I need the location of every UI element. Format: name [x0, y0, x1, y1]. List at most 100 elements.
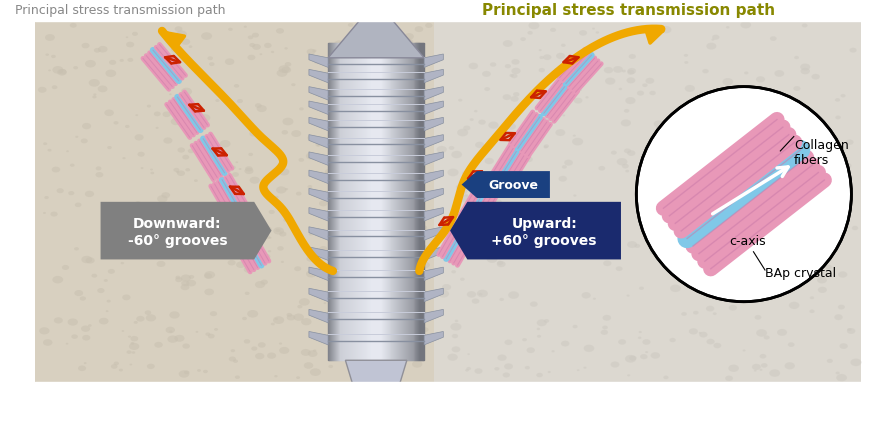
Ellipse shape [346, 146, 355, 152]
Ellipse shape [387, 241, 389, 243]
Ellipse shape [281, 68, 291, 74]
Ellipse shape [316, 272, 323, 277]
Ellipse shape [166, 236, 173, 241]
Ellipse shape [351, 60, 357, 64]
Ellipse shape [189, 275, 195, 279]
Ellipse shape [835, 99, 840, 102]
Ellipse shape [466, 369, 469, 372]
Ellipse shape [296, 192, 302, 196]
Polygon shape [450, 203, 621, 260]
Polygon shape [424, 289, 443, 302]
Ellipse shape [107, 147, 112, 150]
Ellipse shape [472, 299, 480, 304]
Ellipse shape [135, 202, 141, 205]
Ellipse shape [317, 122, 325, 127]
Ellipse shape [817, 277, 827, 284]
Ellipse shape [107, 300, 111, 303]
Ellipse shape [819, 158, 827, 164]
Ellipse shape [497, 355, 507, 361]
Ellipse shape [328, 339, 339, 347]
Ellipse shape [754, 97, 763, 103]
Ellipse shape [494, 200, 502, 206]
Ellipse shape [412, 361, 422, 368]
Ellipse shape [93, 94, 96, 96]
Ellipse shape [154, 342, 163, 348]
Ellipse shape [128, 336, 131, 338]
Ellipse shape [310, 369, 321, 376]
Ellipse shape [573, 98, 582, 104]
Ellipse shape [628, 55, 636, 60]
Ellipse shape [684, 62, 689, 65]
Ellipse shape [397, 180, 405, 185]
Ellipse shape [424, 316, 430, 320]
Ellipse shape [708, 189, 713, 193]
Ellipse shape [181, 285, 189, 291]
Polygon shape [309, 289, 328, 302]
Ellipse shape [329, 157, 338, 163]
Ellipse shape [579, 90, 582, 92]
Ellipse shape [770, 37, 777, 42]
Ellipse shape [650, 203, 658, 209]
Ellipse shape [122, 158, 126, 160]
Ellipse shape [338, 341, 342, 343]
Ellipse shape [643, 339, 650, 345]
Ellipse shape [271, 323, 275, 326]
Ellipse shape [835, 181, 846, 189]
Polygon shape [424, 135, 443, 149]
Text: -60° grooves: -60° grooves [127, 233, 227, 248]
Ellipse shape [531, 184, 542, 192]
Ellipse shape [118, 246, 125, 251]
Ellipse shape [299, 298, 310, 306]
Ellipse shape [194, 180, 198, 183]
Ellipse shape [479, 293, 482, 296]
Ellipse shape [754, 370, 757, 372]
Ellipse shape [387, 374, 390, 376]
Polygon shape [309, 189, 328, 203]
Ellipse shape [542, 117, 553, 124]
Ellipse shape [163, 112, 171, 118]
Ellipse shape [135, 218, 138, 221]
Ellipse shape [369, 266, 373, 269]
Ellipse shape [81, 139, 88, 144]
Ellipse shape [818, 287, 827, 293]
Ellipse shape [381, 100, 389, 106]
Ellipse shape [477, 290, 488, 298]
Ellipse shape [695, 128, 698, 130]
Text: Principal stress transmission path: Principal stress transmission path [482, 3, 775, 18]
Ellipse shape [588, 236, 596, 242]
Ellipse shape [504, 340, 512, 345]
Ellipse shape [467, 353, 470, 355]
Ellipse shape [181, 40, 190, 46]
Ellipse shape [494, 188, 498, 191]
Ellipse shape [711, 179, 720, 185]
Ellipse shape [177, 171, 185, 177]
Ellipse shape [708, 157, 713, 161]
Ellipse shape [45, 35, 55, 42]
Ellipse shape [184, 371, 189, 374]
Ellipse shape [57, 189, 64, 194]
Ellipse shape [248, 55, 256, 61]
Ellipse shape [466, 292, 476, 298]
Ellipse shape [646, 35, 652, 39]
Ellipse shape [788, 342, 795, 347]
Ellipse shape [529, 246, 535, 250]
Ellipse shape [111, 364, 118, 369]
Ellipse shape [88, 325, 92, 327]
Ellipse shape [460, 278, 465, 281]
Ellipse shape [363, 264, 367, 267]
Ellipse shape [709, 185, 712, 187]
Ellipse shape [81, 326, 90, 332]
Ellipse shape [73, 67, 78, 70]
Ellipse shape [231, 349, 235, 352]
Ellipse shape [236, 262, 245, 268]
Ellipse shape [307, 136, 315, 141]
Ellipse shape [177, 110, 180, 112]
Ellipse shape [650, 249, 658, 255]
Ellipse shape [392, 196, 398, 201]
Ellipse shape [172, 87, 175, 90]
Ellipse shape [137, 152, 145, 157]
Ellipse shape [643, 180, 651, 186]
Ellipse shape [376, 165, 384, 171]
Ellipse shape [234, 85, 239, 89]
Ellipse shape [70, 24, 77, 29]
